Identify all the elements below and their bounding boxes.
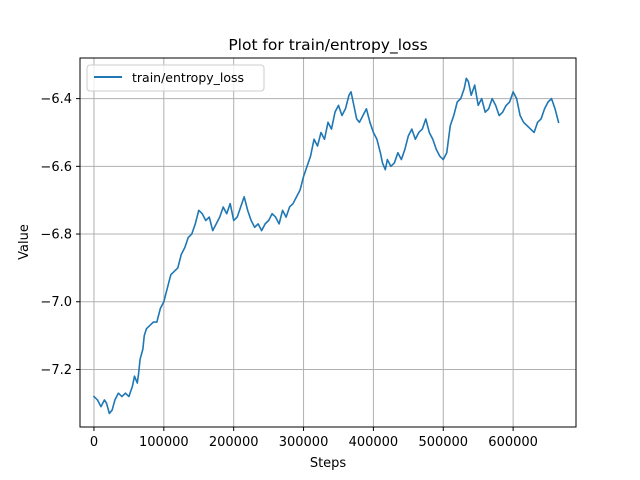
legend: train/entropy_loss: [86, 64, 265, 92]
x-tick-label: 0: [90, 435, 98, 450]
x-tick-label: 200000: [209, 435, 259, 450]
y-tick-label: −6.4: [40, 92, 72, 107]
x-tick-label: 500000: [418, 435, 468, 450]
chart-title: Plot for train/entropy_loss: [228, 36, 427, 55]
y-axis-label: Value: [17, 224, 32, 260]
y-tick-label: −7.0: [40, 295, 72, 310]
legend-box: [86, 64, 265, 92]
x-tick-label: 400000: [349, 435, 399, 450]
y-tick-label: −7.2: [40, 363, 72, 378]
x-axis-label: Steps: [310, 456, 347, 471]
plot-area-frame: [79, 57, 577, 428]
x-tick-label: 100000: [139, 435, 189, 450]
series-line-train-entropy-loss: [92, 77, 560, 415]
y-tick-label: −6.6: [40, 160, 72, 175]
x-tick-label: 600000: [488, 435, 538, 450]
series-layer: [92, 77, 560, 415]
x-tick-label: 300000: [279, 435, 329, 450]
legend-label-train-entropy-loss: train/entropy_loss: [132, 70, 244, 85]
grid-lines: [80, 58, 576, 427]
y-tick-label: −6.8: [40, 228, 72, 243]
y-axis-ticks: −7.2 −7.0 −6.8 −6.6 −6.4: [40, 92, 80, 378]
x-axis-ticks: 0 100000 200000 300000 400000 500000 600000: [90, 427, 538, 450]
